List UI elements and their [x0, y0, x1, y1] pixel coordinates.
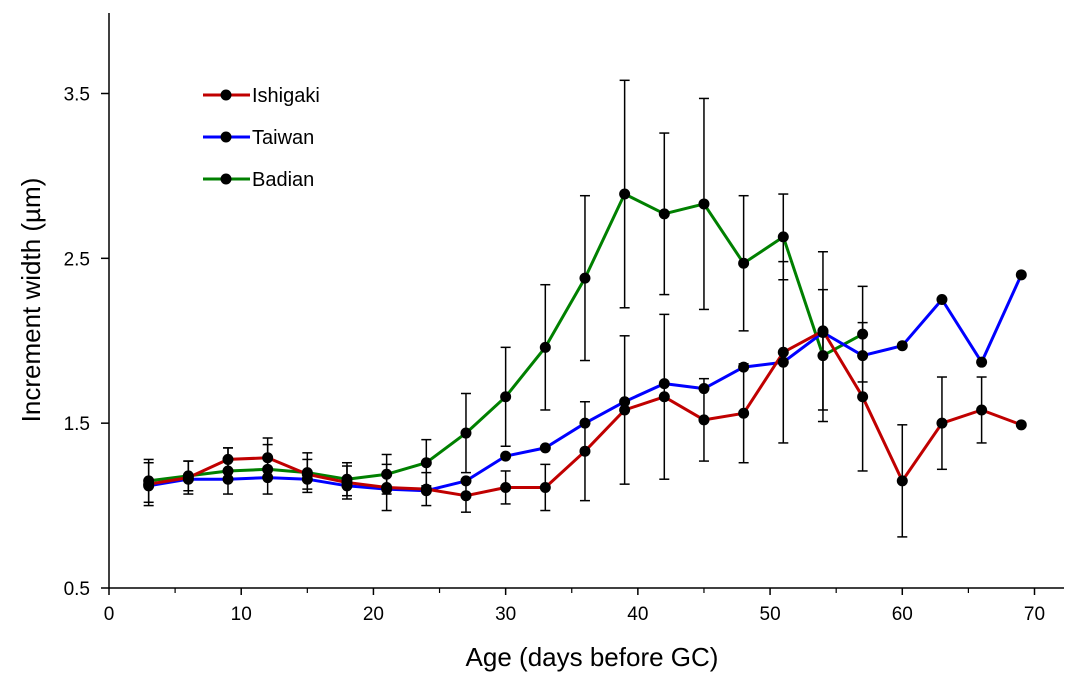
data-point-ishigaki: [738, 407, 750, 419]
data-point-badian: [460, 427, 472, 439]
legend-marker: [220, 131, 232, 143]
legend-marker: [220, 89, 232, 101]
x-tick-label: 0: [104, 604, 115, 625]
data-point-ishigaki: [579, 445, 591, 457]
y-tick-label: 3.5: [64, 85, 90, 106]
data-point-ishigaki: [222, 453, 234, 465]
data-point-badian: [738, 257, 750, 269]
legend-marker: [220, 173, 232, 185]
data-point-ishigaki: [143, 478, 155, 490]
y-tick-label: 2.5: [64, 249, 90, 270]
axes: [108, 13, 1064, 589]
data-point-ishigaki: [420, 483, 432, 495]
data-point-badian: [381, 468, 393, 480]
y-tick-label: 0.5: [64, 579, 90, 600]
data-point-ishigaki: [381, 481, 393, 493]
x-tick-label: 10: [231, 604, 252, 625]
data-point-taiwan: [500, 450, 512, 462]
x-tick-label: 70: [1024, 604, 1045, 625]
data-point-ishigaki: [341, 477, 353, 489]
data-point-badian: [500, 391, 512, 403]
data-point-badian: [857, 328, 869, 340]
data-point-taiwan: [738, 361, 750, 373]
legend-label-ishigaki: Ishigaki: [252, 85, 320, 107]
data-points: [143, 188, 1027, 502]
data-point-ishigaki: [1015, 419, 1027, 431]
data-point-taiwan: [777, 356, 789, 368]
data-point-badian: [420, 457, 432, 469]
data-point-ishigaki: [182, 472, 194, 484]
x-tick-label: 30: [495, 604, 516, 625]
data-point-ishigaki: [619, 404, 631, 416]
data-point-badian: [817, 350, 829, 362]
data-point-taiwan: [579, 417, 591, 429]
legend: Ishigaki Taiwan Badian: [203, 85, 320, 191]
data-point-ishigaki: [857, 391, 869, 403]
data-point-taiwan: [262, 472, 274, 484]
data-point-ishigaki: [817, 325, 829, 337]
data-point-ishigaki: [698, 414, 710, 426]
data-point-ishigaki: [460, 490, 472, 502]
data-point-ishigaki: [301, 468, 313, 480]
data-point-ishigaki: [539, 481, 551, 493]
x-tick-label: 20: [363, 604, 384, 625]
data-point-taiwan: [936, 294, 948, 306]
data-point-taiwan: [896, 340, 908, 352]
data-point-taiwan: [222, 473, 234, 485]
legend-label-badian: Badian: [252, 169, 314, 191]
data-point-taiwan: [1015, 269, 1027, 281]
data-point-taiwan: [460, 475, 472, 487]
data-point-ishigaki: [500, 481, 512, 493]
x-tick-label: 40: [627, 604, 648, 625]
data-point-ishigaki: [777, 346, 789, 358]
y-ticks: 0.5 1.5 2.5 3.5: [64, 85, 109, 600]
data-point-taiwan: [857, 350, 869, 362]
x-ticks: 0 10 20 30 40 50 60 70: [104, 588, 1045, 625]
data-point-ishigaki: [658, 391, 670, 403]
data-point-badian: [777, 231, 789, 243]
y-axis-title: Increment width (µm): [16, 178, 46, 423]
data-point-badian: [619, 188, 631, 200]
data-point-ishigaki: [896, 475, 908, 487]
x-tick-label: 60: [892, 604, 913, 625]
data-point-badian: [262, 463, 274, 475]
data-point-badian: [579, 272, 591, 284]
legend-label-taiwan: Taiwan: [252, 127, 314, 149]
data-point-taiwan: [698, 383, 710, 395]
data-point-ishigaki: [262, 452, 274, 464]
data-point-ishigaki: [976, 404, 988, 416]
data-point-taiwan: [976, 356, 988, 368]
x-tick-label: 50: [760, 604, 781, 625]
data-point-badian: [539, 341, 551, 353]
data-point-ishigaki: [936, 417, 948, 429]
data-point-badian: [658, 208, 670, 220]
data-point-badian: [222, 465, 234, 477]
data-point-taiwan: [539, 442, 551, 454]
data-point-taiwan: [658, 378, 670, 390]
x-axis-title: Age (days before GC): [466, 642, 719, 672]
data-point-badian: [698, 198, 710, 210]
y-tick-label: 1.5: [64, 414, 90, 435]
data-point-taiwan: [619, 396, 631, 408]
